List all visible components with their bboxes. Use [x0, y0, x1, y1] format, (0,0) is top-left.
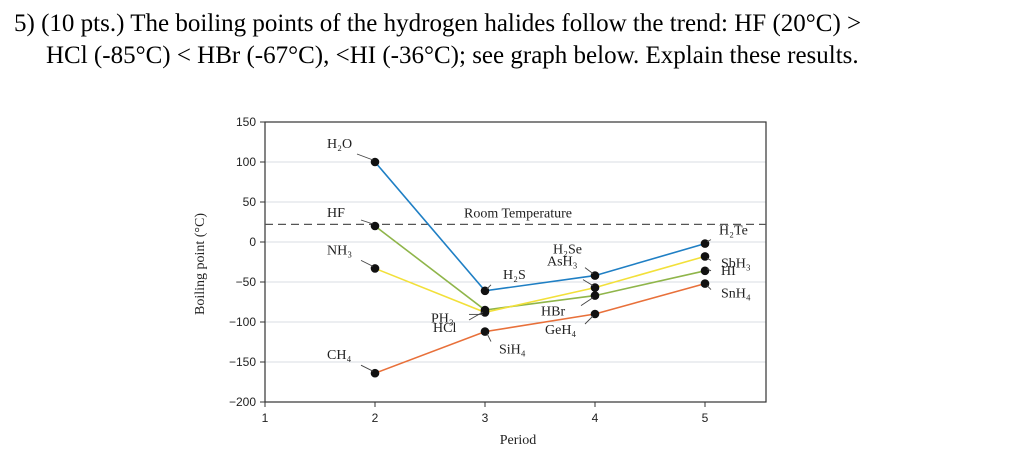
- x-axis-label: Period: [500, 433, 537, 448]
- point-label: PH₃: [431, 311, 454, 326]
- data-point: [700, 239, 710, 248]
- point-label: CH₄: [327, 348, 351, 363]
- label-leader: [360, 259, 374, 267]
- label-leader: [706, 268, 712, 272]
- point-label: NH₃: [327, 243, 352, 258]
- reference-layer: Room Temperature: [265, 206, 766, 225]
- point-layer: [370, 157, 710, 378]
- room-temperature-label: Room Temperature: [464, 206, 572, 221]
- point-label: GeH₄: [545, 323, 576, 338]
- data-point: [480, 327, 490, 336]
- label-leader: [360, 364, 374, 372]
- point-label: HBr: [541, 305, 565, 320]
- data-point: [370, 368, 380, 378]
- x-tick-label: 1: [262, 411, 269, 425]
- label-leader: [468, 311, 484, 321]
- data-point: [700, 266, 710, 276]
- x-tick-label: 5: [702, 411, 709, 425]
- point-label: H₂O: [327, 137, 352, 152]
- data-point: [370, 157, 380, 167]
- y-tick-label: 150: [236, 115, 256, 129]
- y-tick-label: −200: [229, 395, 256, 409]
- series-line-2: [374, 255, 706, 314]
- y-tick-label: 0: [249, 235, 256, 249]
- label-leader: [360, 219, 374, 225]
- axis-layer: 150 100 50 0 −50 −100 −150 −200 1 2 3 4 5 Period Boili…: [193, 115, 709, 448]
- y-axis-label: Boiling point (°C): [193, 213, 208, 315]
- point-label: HF: [327, 206, 345, 221]
- point-label: H₂S: [503, 268, 526, 283]
- y-tick-label: −100: [229, 315, 256, 329]
- point-label: H₂Te: [719, 224, 748, 239]
- label-leader: [486, 284, 492, 290]
- label-layer: H₂O H₂S H₂Se H₂Te HF HCl HBr HI NH₃ PH₃ AsH₃ SbH₃ CH…: [327, 137, 751, 372]
- y-tick-label: −150: [229, 355, 256, 369]
- point-label: AsH₃: [547, 255, 578, 270]
- label-leader: [706, 257, 712, 261]
- x-tick-label: 3: [482, 411, 489, 425]
- data-point: [370, 221, 380, 231]
- point-label: SbH₃: [721, 256, 751, 271]
- y-tick-label: 100: [236, 155, 256, 169]
- y-tick-label: 50: [243, 195, 257, 209]
- plot-frame: [264, 121, 767, 403]
- label-leader: [486, 333, 492, 342]
- point-label: HCl: [433, 321, 456, 336]
- plot-border: [264, 121, 767, 403]
- x-tick-label: 4: [592, 411, 599, 425]
- point-label: SiH₄: [499, 343, 526, 358]
- point-label: HI: [721, 264, 736, 279]
- label-leader: [356, 153, 374, 161]
- y-tick-label: −50: [236, 275, 257, 289]
- series-line-3: [374, 282, 706, 374]
- question-line-1: 5) (10 pts.) The boiling points of the h…: [14, 10, 862, 37]
- label-leader: [706, 285, 712, 290]
- point-label: H₂Se: [553, 243, 582, 258]
- label-leader: [580, 297, 594, 306]
- data-point: [370, 264, 380, 273]
- series-line-1: [374, 225, 706, 311]
- series-layer: [374, 161, 706, 374]
- point-label: SnH₄: [721, 287, 751, 302]
- series-line-0: [374, 161, 706, 292]
- label-leader: [584, 315, 594, 325]
- x-tick-label: 2: [372, 411, 379, 425]
- label-leader: [584, 267, 594, 274]
- data-point: [700, 252, 710, 261]
- label-leader: [706, 239, 712, 243]
- label-leader: [582, 279, 594, 286]
- question-text: 5) (10 pts.) The boiling points of the h…: [14, 8, 1014, 72]
- question-line-2: HCl (-85°C) < HBr (-67°C), <HI (-36°C); …: [46, 42, 859, 69]
